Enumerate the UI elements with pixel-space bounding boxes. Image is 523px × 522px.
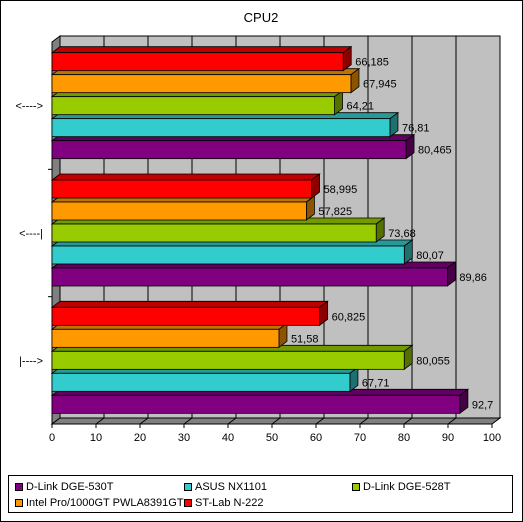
- legend-label: ASUS NX1101: [195, 481, 267, 493]
- chart-title: CPU2: [244, 10, 279, 25]
- x-tick-label: 10: [90, 432, 102, 444]
- gridline-depth: [403, 417, 413, 425]
- bar-value-label: 67,71: [362, 377, 390, 389]
- bar-value-label: 51,58: [291, 333, 319, 345]
- y-category-label: <----|: [19, 228, 43, 240]
- x-tick-label: 60: [310, 432, 322, 444]
- bar: [51, 245, 405, 265]
- gridline-depth: [227, 417, 237, 425]
- legend-item: D-Link DGE-530T: [15, 480, 113, 494]
- gridline-depth: [359, 417, 369, 425]
- legend-label: ST-Lab N-222: [195, 497, 264, 509]
- x-tick-label: 90: [442, 432, 454, 444]
- legend-item: ASUS NX1101: [184, 480, 267, 494]
- bar: [51, 201, 307, 221]
- bar-value-label: 64,21: [347, 101, 375, 113]
- x-tick-label: 40: [222, 432, 234, 444]
- bar-top-face: [50, 173, 321, 181]
- gridline-depth: [315, 417, 325, 425]
- legend-label: Intel Pro/1000GT PWLA8391GT: [26, 497, 184, 509]
- legend-label: D-Link DGE-530T: [26, 481, 114, 493]
- x-tick-label: 20: [134, 432, 146, 444]
- legend-swatch: [15, 499, 23, 507]
- bar-value-label: 80,465: [418, 145, 452, 157]
- bar: [51, 52, 344, 72]
- x-tick-label: 70: [354, 432, 366, 444]
- bar-top-face: [50, 46, 353, 54]
- legend-swatch: [184, 483, 192, 491]
- bar-value-label: 92,7: [472, 399, 493, 411]
- legend-item: Intel Pro/1000GT PWLA8391GT: [15, 496, 184, 510]
- x-tick-label: 50: [266, 432, 278, 444]
- bar-value-label: 58,995: [324, 184, 358, 196]
- bar: [51, 328, 280, 348]
- bar: [51, 394, 461, 414]
- bar: [51, 140, 407, 160]
- gridline-depth: [447, 417, 457, 425]
- bar: [51, 96, 335, 116]
- x-tick-label: 100: [483, 432, 501, 444]
- bar-value-label: 67,945: [363, 79, 397, 91]
- bar-value-label: 89,86: [459, 272, 487, 284]
- legend-item: ST-Lab N-222: [184, 496, 263, 510]
- legend-swatch: [15, 483, 23, 491]
- legend-label: D-Link DGE-528T: [363, 481, 451, 493]
- x-tick-label: 80: [398, 432, 410, 444]
- x-tick-label: 0: [49, 432, 55, 444]
- y-category-label: |---->: [19, 355, 43, 367]
- x-tick-label: 30: [178, 432, 190, 444]
- y-category-label: <---->: [16, 101, 44, 113]
- gridline-depth: [95, 417, 105, 425]
- legend: D-Link DGE-530T ASUS NX1101 D-Link DGE-528…: [8, 475, 513, 513]
- legend-item: D-Link DGE-528T: [352, 480, 450, 494]
- bar-value-label: 76,81: [402, 123, 430, 135]
- bar: [51, 372, 351, 392]
- bar: [51, 350, 405, 370]
- bar: [51, 306, 321, 326]
- legend-swatch: [352, 483, 360, 491]
- plot-area: 0 10 20 30 40 50 60 70 80 90 100 <----> 80,465 76,81 6…: [16, 35, 502, 444]
- bar: [51, 267, 448, 287]
- bar-value-label: 66,185: [355, 57, 389, 69]
- bar-value-label: 57,825: [318, 206, 352, 218]
- bar-value-label: 80,055: [416, 355, 450, 367]
- bar: [51, 223, 377, 243]
- bar-value-label: 60,825: [332, 311, 366, 323]
- bar-value-label: 80,07: [416, 250, 444, 262]
- gridline-depth: [183, 417, 193, 425]
- bar-value-label: 73,68: [388, 228, 416, 240]
- bar-top-face: [50, 300, 329, 308]
- bar: [51, 118, 391, 138]
- gridline-depth: [271, 417, 281, 425]
- gridline-depth: [139, 417, 149, 425]
- bar: [51, 74, 352, 94]
- legend-swatch: [184, 499, 192, 507]
- bar: [51, 179, 312, 199]
